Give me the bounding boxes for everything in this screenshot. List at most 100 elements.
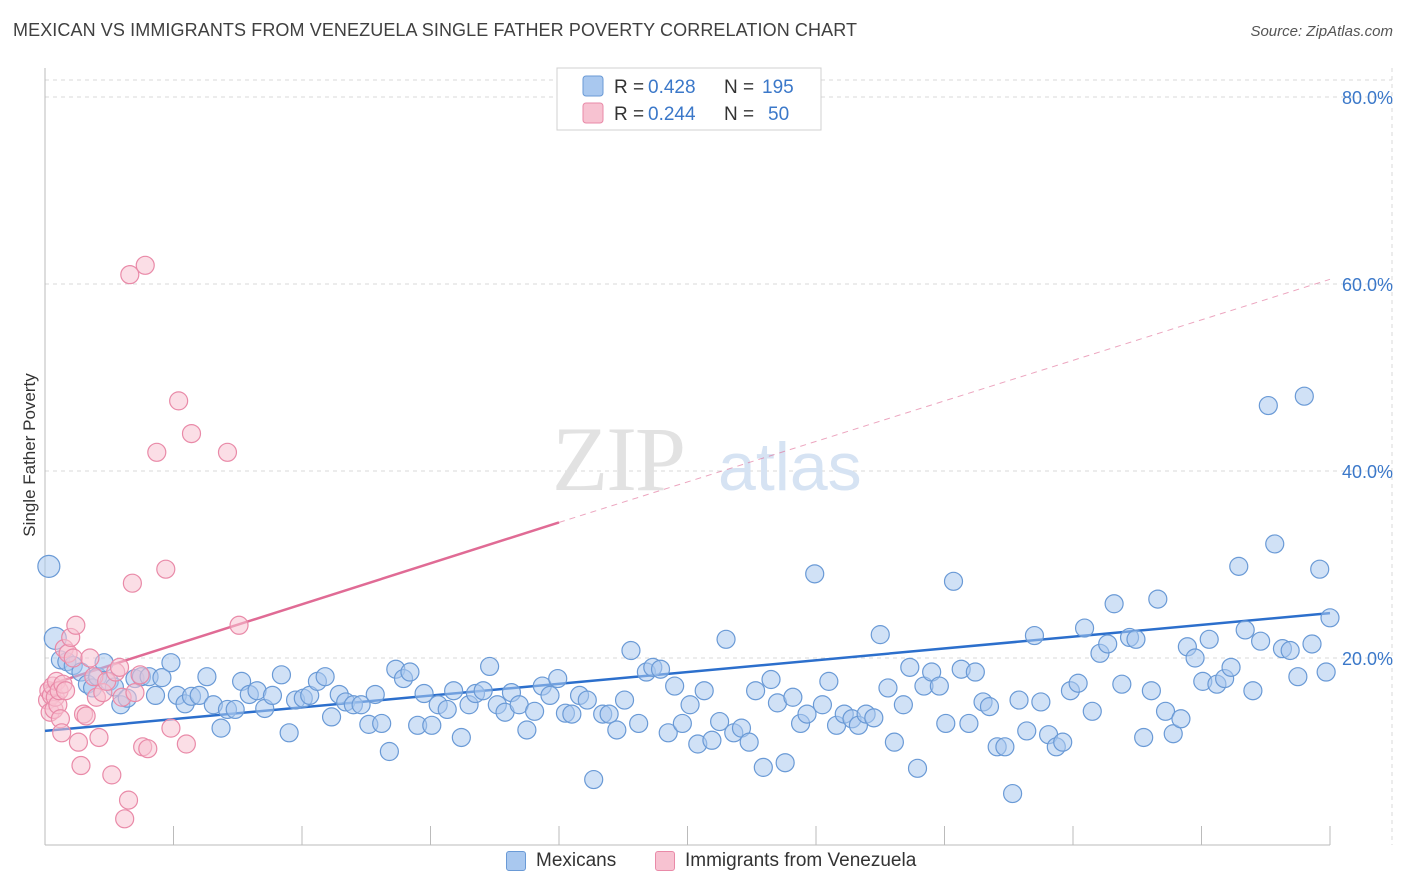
point-mexicans-62 xyxy=(473,681,493,701)
point-mexicans-166 xyxy=(1235,620,1255,640)
legend-bottom: Mexicans Immigrants from Venezuela xyxy=(0,850,1406,880)
legend-swatch-venezuela xyxy=(582,102,604,124)
y-tick-label-20: 20.0% xyxy=(1342,649,1393,669)
y-tick-label-80: 80.0% xyxy=(1342,88,1393,108)
point-mexicans-107 xyxy=(805,564,825,584)
point-mexicans-149 xyxy=(1112,674,1132,694)
point-mexicans-170 xyxy=(1265,534,1285,554)
point-venezuela-37 xyxy=(125,682,145,703)
point-venezuela-22 xyxy=(76,706,96,726)
point-venezuela-49 xyxy=(229,615,249,635)
legend-n-label-1: N = xyxy=(724,104,754,125)
point-mexicans-175 xyxy=(1302,634,1322,654)
legend-swatch-mexicans xyxy=(582,75,604,97)
point-mexicans-72 xyxy=(548,668,568,689)
y-tick-labels: 20.0% 40.0% 60.0% 80.0% xyxy=(1342,88,1393,669)
point-venezuela-34 xyxy=(118,790,139,810)
point-mexicans-117 xyxy=(878,678,898,698)
point-mexicans-59 xyxy=(451,727,471,748)
point-mexicans-145 xyxy=(1082,701,1102,721)
legend-item-venezuela[interactable]: Immigrants from Venezuela xyxy=(655,850,916,872)
point-venezuela-43 xyxy=(156,559,176,579)
point-mexicans-159 xyxy=(1185,648,1205,668)
point-mexicans-18 xyxy=(152,668,172,688)
point-venezuela-20 xyxy=(71,755,91,776)
point-venezuela-35 xyxy=(120,265,140,285)
point-mexicans-177 xyxy=(1316,662,1336,682)
legend-top: R = 0.428 N = 195 R = 0.244 N = 50 xyxy=(556,67,822,131)
point-mexicans-172 xyxy=(1280,640,1300,661)
point-mexicans-40 xyxy=(315,667,335,687)
point-mexicans-34 xyxy=(271,665,292,685)
point-mexicans-54 xyxy=(414,683,434,704)
point-venezuela-36 xyxy=(122,573,142,593)
chart-title: MEXICAN VS IMMIGRANTS FROM VENEZUELA SIN… xyxy=(13,20,858,40)
point-mexicans-47 xyxy=(365,684,385,705)
point-venezuela-31 xyxy=(109,657,130,677)
point-mexicans-137 xyxy=(1024,625,1045,646)
point-mexicans-168 xyxy=(1251,631,1271,651)
legend-label-mexicans: Mexicans xyxy=(536,850,617,871)
point-mexicans-147 xyxy=(1098,634,1118,654)
point-mexicans-157 xyxy=(1171,709,1191,729)
point-mexicans-92 xyxy=(694,681,714,701)
gridlines xyxy=(45,68,1393,845)
legend-n-value-1: 50 xyxy=(768,104,789,125)
point-mexicans-164 xyxy=(1221,657,1241,677)
point-mexicans-118 xyxy=(884,732,904,752)
legend-r-value-1: 0.244 xyxy=(648,104,696,125)
point-mexicans-167 xyxy=(1243,681,1263,701)
scatter-chart: ZIP atlas 20.0%40.0%60.0%80.0% 0.0%100.0… xyxy=(20,67,1393,846)
point-mexicans-83 xyxy=(629,713,649,734)
point-mexicans-116 xyxy=(870,625,890,645)
point-mexicans-135 xyxy=(1009,690,1029,710)
legend-item-mexicans[interactable]: Mexicans xyxy=(506,850,616,872)
point-mexicans-80 xyxy=(607,720,627,740)
watermark-atlas: atlas xyxy=(718,429,862,505)
point-mexicans-129 xyxy=(965,662,985,682)
point-mexicans-19 xyxy=(161,653,181,673)
point-mexicans-74 xyxy=(562,704,582,724)
point-mexicans-98 xyxy=(739,732,759,752)
legend-n-label-0: N = xyxy=(724,77,754,98)
point-mexicans-87 xyxy=(658,723,678,743)
point-mexicans-93 xyxy=(702,730,722,750)
point-mexicans-45 xyxy=(351,695,371,715)
point-mexicans-99 xyxy=(746,681,766,701)
point-mexicans-134 xyxy=(1003,783,1023,804)
point-mexicans-55 xyxy=(422,715,442,735)
point-mexicans-101 xyxy=(761,669,781,690)
point-mexicans-26 xyxy=(211,718,231,738)
point-mexicans-138 xyxy=(1031,692,1051,712)
point-mexicans-106 xyxy=(797,704,817,724)
source-label: Source: ZipAtlas.com xyxy=(1250,23,1393,40)
point-venezuela-23 xyxy=(80,648,100,668)
point-venezuela-29 xyxy=(102,765,122,785)
point-mexicans-174 xyxy=(1294,386,1314,406)
point-mexicans-63 xyxy=(480,656,500,677)
point-mexicans-169 xyxy=(1258,395,1278,416)
legend-swatch-mexicans-bottom xyxy=(506,851,526,871)
point-mexicans-58 xyxy=(444,681,464,701)
point-mexicans-82 xyxy=(621,640,641,661)
point-venezuela-19 xyxy=(68,732,89,752)
point-mexicans-0 xyxy=(37,554,61,578)
point-mexicans-144 xyxy=(1074,618,1095,638)
point-mexicans-119 xyxy=(893,695,913,715)
point-mexicans-94 xyxy=(710,711,730,732)
point-mexicans-88 xyxy=(665,676,685,696)
legend-n-value-0: 195 xyxy=(762,77,794,98)
point-mexicans-95 xyxy=(716,629,736,649)
point-mexicans-33 xyxy=(262,685,283,706)
point-mexicans-89 xyxy=(672,713,692,734)
point-mexicans-125 xyxy=(936,713,956,734)
series-mexicans xyxy=(37,386,1340,804)
y-axis-label: Single Father Poverty xyxy=(20,373,39,537)
point-mexicans-165 xyxy=(1229,556,1249,576)
point-mexicans-104 xyxy=(783,687,803,707)
point-mexicans-68 xyxy=(517,720,537,740)
trend-line-venezuela xyxy=(44,521,560,688)
legend-swatch-venezuela-bottom xyxy=(655,851,675,871)
point-venezuela-14 xyxy=(55,681,76,701)
trend-line-venezuela-extended xyxy=(558,278,1331,523)
